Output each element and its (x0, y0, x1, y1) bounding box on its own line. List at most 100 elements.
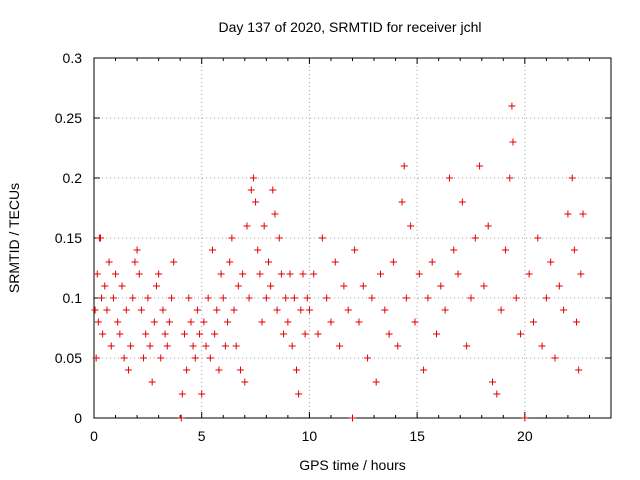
data-point (98, 294, 106, 302)
data-point (489, 378, 497, 386)
data-point (183, 366, 191, 374)
data-point (389, 258, 397, 266)
data-point (196, 330, 204, 338)
data-point (180, 330, 188, 338)
data-point (467, 294, 475, 302)
chart-title: Day 137 of 2020, SRMTID for receiver jch… (219, 19, 482, 35)
data-point (120, 354, 128, 362)
data-point (208, 246, 216, 254)
data-point (355, 318, 363, 326)
y-tick-label: 0.25 (55, 110, 82, 126)
data-point (202, 342, 210, 350)
data-point (157, 354, 165, 362)
data-point (508, 102, 516, 110)
data-point (497, 306, 505, 314)
data-point (310, 270, 318, 278)
data-point (228, 234, 236, 242)
y-tick-label: 0.15 (55, 230, 82, 246)
data-point (381, 306, 389, 314)
data-point (109, 294, 117, 302)
data-point (161, 330, 169, 338)
data-point (273, 306, 281, 314)
data-point (568, 174, 576, 182)
data-point (377, 270, 385, 278)
data-point (91, 306, 99, 314)
data-point (512, 294, 520, 302)
data-point (292, 366, 300, 374)
data-point (168, 294, 176, 302)
data-point (570, 246, 578, 254)
data-point (94, 318, 102, 326)
data-points (91, 102, 587, 422)
data-point (177, 414, 185, 422)
data-point (155, 270, 163, 278)
data-point (280, 330, 288, 338)
data-point (219, 294, 227, 302)
data-point (213, 306, 221, 314)
data-point (484, 222, 492, 230)
data-point (318, 234, 326, 242)
x-tick-label: 15 (409, 428, 425, 444)
data-point (501, 246, 509, 254)
data-point (144, 294, 152, 302)
data-point (463, 342, 471, 350)
data-point (135, 270, 143, 278)
data-point (271, 210, 279, 218)
y-tick-label: 0.2 (63, 170, 83, 186)
data-point (476, 162, 484, 170)
data-point (420, 366, 428, 374)
data-point (323, 294, 331, 302)
data-point (509, 138, 517, 146)
data-point (493, 390, 501, 398)
data-point (165, 318, 173, 326)
data-point (236, 366, 244, 374)
plot-frame (93, 57, 612, 419)
data-point (146, 342, 154, 350)
data-point (93, 270, 101, 278)
data-point (262, 294, 270, 302)
data-point (275, 234, 283, 242)
data-point (124, 366, 132, 374)
data-point (402, 294, 410, 302)
data-point (129, 294, 137, 302)
data-point (445, 174, 453, 182)
data-point (547, 258, 555, 266)
data-point (579, 210, 587, 218)
data-point (433, 330, 441, 338)
data-point (349, 414, 356, 422)
x-tick-label: 0 (90, 428, 98, 444)
x-tick-label: 5 (198, 428, 206, 444)
y-tick-label: 0 (74, 410, 82, 426)
data-point (264, 258, 272, 266)
data-point (131, 258, 139, 266)
data-point (542, 294, 550, 302)
data-point (506, 174, 514, 182)
data-point (398, 198, 406, 206)
data-point (206, 354, 214, 362)
axis-ticks: 0 5 10 15 20 0 0.05 0.1 0.15 0.2 0.25 0.3 (55, 50, 611, 444)
data-point (400, 162, 408, 170)
data-point (277, 270, 285, 278)
data-point (394, 342, 402, 350)
data-point (267, 282, 275, 290)
data-point (170, 258, 178, 266)
data-point (189, 342, 197, 350)
data-point (150, 318, 158, 326)
data-point (295, 390, 303, 398)
data-point (441, 306, 449, 314)
data-point (282, 294, 290, 302)
data-point (107, 342, 115, 350)
data-point (230, 306, 238, 314)
data-point (239, 270, 247, 278)
data-point (340, 282, 348, 290)
data-point (411, 318, 419, 326)
data-point (437, 282, 445, 290)
data-point (344, 306, 352, 314)
data-point (551, 354, 559, 362)
data-point (243, 222, 251, 230)
data-point (480, 282, 488, 290)
data-point (286, 270, 294, 278)
data-point (534, 234, 542, 242)
data-point (424, 294, 432, 302)
